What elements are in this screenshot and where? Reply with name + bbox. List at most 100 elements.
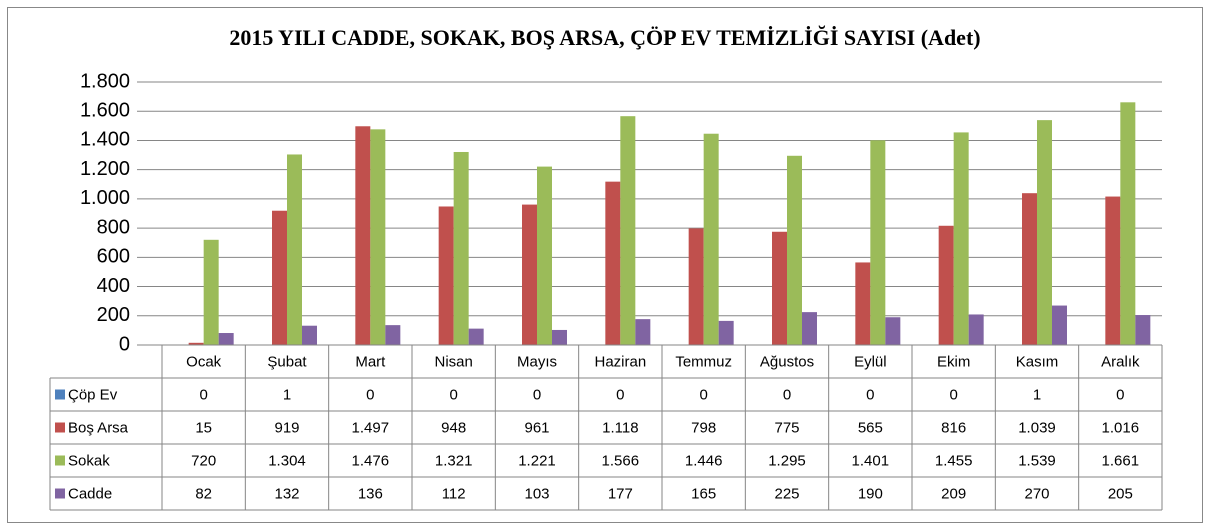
bar [802, 312, 817, 345]
bar [718, 320, 734, 345]
data-label: 205 [1108, 485, 1133, 502]
data-label: 1.446 [685, 452, 723, 469]
legend-swatch [55, 455, 65, 466]
legend-swatch [55, 389, 65, 400]
data-label: 0 [199, 386, 207, 403]
bar [787, 155, 802, 345]
data-label: 1.016 [1102, 419, 1140, 436]
y-tick-label: 1.200 [80, 158, 130, 180]
data-label: 0 [1116, 386, 1124, 403]
x-tick-label: Temmuz [675, 353, 732, 370]
legend-label: Boş Arsa [68, 419, 129, 436]
bar [620, 116, 636, 345]
bar [870, 140, 886, 345]
bar [552, 329, 567, 345]
bar [438, 206, 454, 345]
data-label: 0 [699, 386, 707, 403]
x-tick-label: Ekim [937, 353, 970, 370]
data-label: 0 [449, 386, 457, 403]
data-label: 948 [441, 419, 466, 436]
data-label: 1.497 [352, 419, 390, 436]
data-label: 209 [941, 485, 966, 502]
data-label: 1.476 [352, 452, 390, 469]
data-label: 1.661 [1102, 452, 1140, 469]
bar [287, 154, 302, 345]
x-tick-label: Ocak [186, 353, 222, 370]
data-label: 112 [442, 485, 466, 502]
data-label: 15 [195, 419, 212, 436]
bar [218, 333, 234, 345]
bar [188, 342, 204, 345]
bar [968, 314, 984, 345]
y-tick-label: 1.400 [80, 129, 130, 151]
data-label: 0 [866, 386, 874, 403]
y-tick-label: 1.800 [80, 70, 130, 92]
legend-label: Cadde [68, 485, 112, 502]
chart-title: 2015 YILI CADDE, SOKAK, BOŞ ARSA, ÇÖP EV… [229, 25, 980, 50]
data-label: 720 [191, 452, 216, 469]
x-tick-label: Nisan [434, 353, 472, 370]
data-label: 270 [1024, 485, 1049, 502]
x-tick-label: Ağustos [760, 353, 814, 370]
y-tick-label: 0 [119, 333, 130, 355]
x-tick-label: Mart [355, 353, 386, 370]
data-label: 82 [195, 485, 212, 502]
data-label: 1.455 [935, 452, 973, 469]
data-label: 1.566 [602, 452, 640, 469]
legend-swatch [55, 422, 65, 433]
bar [537, 166, 552, 345]
data-label: 190 [858, 485, 883, 502]
y-tick-label: 600 [97, 246, 130, 268]
data-label: 165 [691, 485, 716, 502]
data-label: 1.295 [768, 452, 806, 469]
bar [885, 317, 901, 345]
bar [1105, 196, 1121, 345]
bar [385, 325, 401, 345]
x-tick-label: Mayıs [517, 353, 557, 370]
bar [1052, 305, 1067, 345]
x-tick-label: Şubat [267, 353, 307, 370]
legend-label: Çöp Ev [68, 386, 118, 403]
y-tick-label: 1.600 [80, 100, 130, 122]
data-label: 0 [783, 386, 791, 403]
bar [1022, 193, 1037, 345]
data-label: 1.539 [1018, 452, 1056, 469]
bar [953, 132, 969, 345]
data-label: 1.221 [518, 452, 556, 469]
bar [1037, 120, 1052, 345]
bar [522, 204, 537, 345]
bar [855, 262, 871, 345]
legend-swatch [55, 488, 65, 499]
x-tick-label: Aralık [1101, 353, 1140, 370]
y-tick-label: 400 [97, 275, 130, 297]
x-tick-label: Haziran [594, 353, 646, 370]
data-label: 1.039 [1018, 419, 1056, 436]
data-label: 0 [949, 386, 957, 403]
data-label: 1.118 [602, 419, 638, 436]
data-label: 1.304 [268, 452, 306, 469]
data-label: 798 [691, 419, 716, 436]
data-label: 1.321 [435, 452, 473, 469]
bar [203, 239, 219, 345]
legend-label: Sokak [68, 452, 110, 469]
x-tick-label: Eylül [854, 353, 887, 370]
bar [635, 319, 651, 345]
bar [605, 181, 621, 345]
data-label: 816 [941, 419, 966, 436]
bar [370, 129, 386, 345]
data-label: 1.401 [852, 452, 890, 469]
bar [355, 126, 371, 345]
data-label: 775 [774, 419, 799, 436]
data-label: 225 [774, 485, 799, 502]
data-label: 103 [524, 485, 549, 502]
bar [688, 228, 704, 345]
bar [1120, 102, 1136, 345]
y-tick-label: 1.000 [80, 187, 130, 209]
bar [703, 133, 719, 345]
data-label: 0 [533, 386, 541, 403]
data-label: 961 [524, 419, 549, 436]
data-label: 919 [274, 419, 299, 436]
data-label: 177 [608, 485, 633, 502]
data-label: 1 [1033, 386, 1041, 403]
